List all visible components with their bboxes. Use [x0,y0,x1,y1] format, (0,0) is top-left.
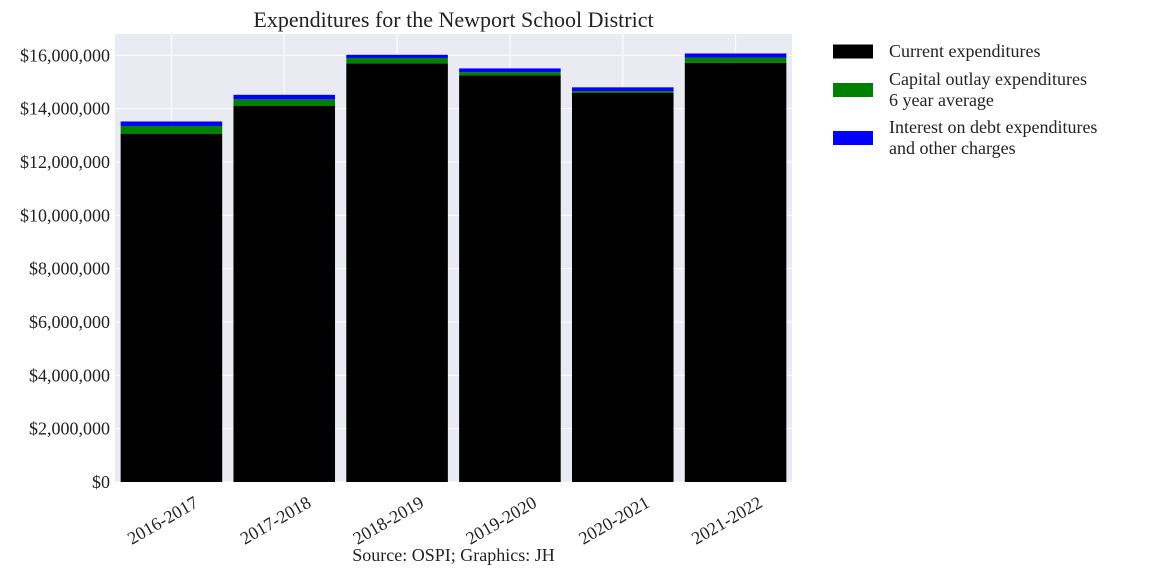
y-tick-label: $12,000,000 [20,152,110,172]
bar-2016-2017-series-2 [120,121,223,126]
bar-2017-2018-series-0 [233,106,336,482]
bar-2017-2018-series-2 [233,94,336,100]
x-tick-label: 2020-2021 [575,492,653,548]
legend-label: Current expenditures [889,41,1040,61]
y-tick-label: $6,000,000 [29,312,110,332]
x-tick-label: 2021-2022 [688,492,766,548]
legend: Current expenditures Capital outlay expen… [833,41,1097,158]
legend-label: Interest on debt expenditures and other c… [889,117,1097,158]
bar-2017-2018-series-1 [233,99,336,106]
chart-caption: Source: OSPI; Graphics: JH [352,545,554,565]
bar-2020-2021-series-0 [571,92,674,483]
bar-2016-2017-series-1 [120,126,223,134]
bar-2016-2017-series-0 [120,134,223,482]
legend-swatch [833,44,873,59]
legend-label: Capital outlay expenditures 6 year averag… [889,69,1087,110]
x-tick-label: 2016-2017 [124,492,202,548]
y-tick-label: $0 [92,472,110,492]
y-tick-label: $2,000,000 [29,419,110,439]
bar-2020-2021-series-1 [571,91,674,93]
bar-2021-2022-series-2 [684,53,787,58]
bars [120,53,787,483]
x-tick-label: 2018-2019 [350,492,428,548]
legend-swatch [833,131,873,145]
y-tick-label: $16,000,000 [20,45,110,65]
bar-2020-2021-series-2 [571,87,674,92]
y-tick-label: $8,000,000 [29,259,110,279]
x-axis: 2016-2017 2017-2018 2018-2019 2019-2020 2020… [124,492,766,548]
bar-2019-2020-series-2 [459,68,561,73]
y-tick-label: $4,000,000 [29,365,110,385]
bar-2021-2022-series-1 [684,57,787,63]
y-axis: $0 $2,000,000 $4,000,000 $6,000,000 $8,000,0… [20,45,110,492]
y-tick-label: $10,000,000 [20,205,110,225]
bar-2018-2019-series-2 [346,54,448,58]
y-tick-label: $14,000,000 [20,99,110,119]
bar-2019-2020-series-1 [459,72,561,76]
bar-2018-2019-series-1 [346,58,448,64]
x-tick-label: 2017-2018 [237,492,315,548]
legend-swatch [833,83,873,97]
bar-2021-2022-series-0 [684,62,787,483]
x-tick-label: 2019-2020 [462,492,540,548]
bar-2018-2019-series-0 [346,63,448,482]
bar-2019-2020-series-0 [459,75,561,482]
chart-title: Expenditures for the Newport School Dist… [253,7,653,32]
